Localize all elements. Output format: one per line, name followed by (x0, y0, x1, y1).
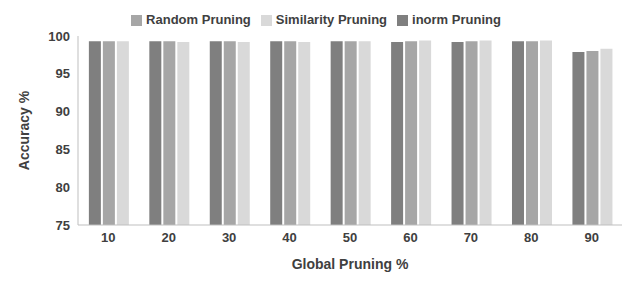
svg-text:60: 60 (403, 230, 417, 245)
svg-text:90: 90 (585, 230, 599, 245)
svg-text:50: 50 (343, 230, 357, 245)
svg-text:40: 40 (282, 230, 296, 245)
svg-text:Global Pruning %: Global Pruning % (292, 256, 409, 272)
html-text:Similarity Pruning: Similarity Pruning (275, 12, 388, 27)
svg-text:Accuracy %: Accuracy % (16, 90, 32, 170)
html-text:Random Pruning: Random Pruning (146, 12, 251, 27)
svg-text:95: 95 (56, 66, 70, 81)
svg-text:10: 10 (101, 230, 115, 245)
svg-text:100: 100 (48, 29, 70, 44)
svg-text:75: 75 (56, 218, 70, 233)
svg-text:80: 80 (524, 230, 538, 245)
svg-text:90: 90 (56, 104, 70, 119)
svg-text:80: 80 (56, 180, 70, 195)
svg-text:70: 70 (464, 230, 478, 245)
svg-text:85: 85 (56, 142, 70, 157)
html-text:inorm Pruning: inorm Pruning (412, 12, 501, 27)
svg-text:20: 20 (161, 230, 175, 245)
svg-text:30: 30 (222, 230, 236, 245)
